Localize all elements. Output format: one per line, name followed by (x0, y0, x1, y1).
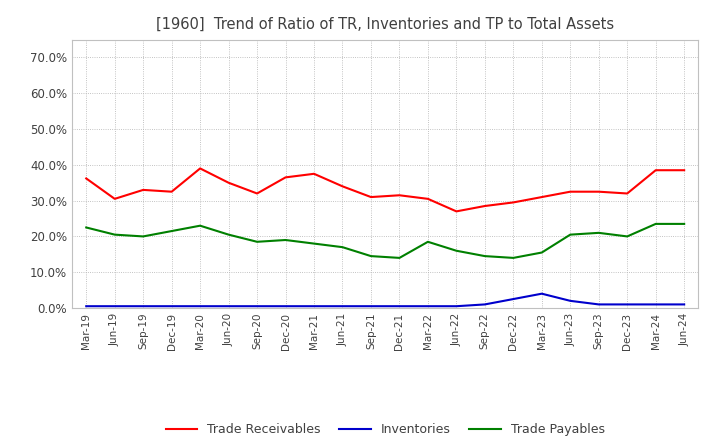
Trade Receivables (652, 168, 660, 173)
Trade Payables (338, 245, 347, 250)
Title: [1960]  Trend of Ratio of TR, Inventories and TP to Total Assets: [1960] Trend of Ratio of TR, Inventories… (156, 16, 614, 32)
Trade Receivables (110, 196, 119, 202)
Trade Payables (566, 232, 575, 237)
Trade Receivables (82, 176, 91, 181)
Trade Receivables (282, 175, 290, 180)
Trade Payables (680, 221, 688, 227)
Inventories (82, 304, 91, 309)
Inventories (595, 302, 603, 307)
Legend: Trade Receivables, Inventories, Trade Payables: Trade Receivables, Inventories, Trade Pa… (161, 418, 610, 440)
Trade Payables (310, 241, 318, 246)
Inventories (167, 304, 176, 309)
Inventories (310, 304, 318, 309)
Trade Receivables (623, 191, 631, 196)
Trade Payables (282, 237, 290, 242)
Trade Receivables (537, 194, 546, 200)
Trade Payables (537, 250, 546, 255)
Line: Inventories: Inventories (86, 293, 684, 306)
Trade Payables (253, 239, 261, 245)
Trade Receivables (452, 209, 461, 214)
Inventories (423, 304, 432, 309)
Inventories (652, 302, 660, 307)
Trade Receivables (366, 194, 375, 200)
Trade Receivables (480, 203, 489, 209)
Line: Trade Payables: Trade Payables (86, 224, 684, 258)
Inventories (139, 304, 148, 309)
Trade Receivables (338, 183, 347, 189)
Trade Payables (480, 253, 489, 259)
Trade Payables (595, 230, 603, 235)
Trade Receivables (395, 193, 404, 198)
Inventories (196, 304, 204, 309)
Trade Receivables (423, 196, 432, 202)
Trade Payables (366, 253, 375, 259)
Trade Receivables (595, 189, 603, 194)
Inventories (480, 302, 489, 307)
Inventories (509, 297, 518, 302)
Trade Receivables (225, 180, 233, 185)
Trade Payables (652, 221, 660, 227)
Trade Receivables (566, 189, 575, 194)
Trade Payables (225, 232, 233, 237)
Inventories (225, 304, 233, 309)
Inventories (366, 304, 375, 309)
Trade Payables (82, 225, 91, 230)
Trade Payables (139, 234, 148, 239)
Trade Payables (509, 255, 518, 260)
Inventories (282, 304, 290, 309)
Inventories (566, 298, 575, 304)
Trade Receivables (509, 200, 518, 205)
Trade Payables (110, 232, 119, 237)
Trade Receivables (167, 189, 176, 194)
Inventories (395, 304, 404, 309)
Trade Receivables (253, 191, 261, 196)
Trade Receivables (680, 168, 688, 173)
Trade Receivables (196, 166, 204, 171)
Line: Trade Receivables: Trade Receivables (86, 169, 684, 211)
Trade Payables (423, 239, 432, 245)
Trade Payables (395, 255, 404, 260)
Trade Receivables (310, 171, 318, 176)
Inventories (623, 302, 631, 307)
Trade Payables (452, 248, 461, 253)
Inventories (537, 291, 546, 296)
Inventories (338, 304, 347, 309)
Trade Payables (167, 228, 176, 234)
Inventories (452, 304, 461, 309)
Inventories (110, 304, 119, 309)
Inventories (253, 304, 261, 309)
Trade Receivables (139, 187, 148, 193)
Inventories (680, 302, 688, 307)
Trade Payables (623, 234, 631, 239)
Trade Payables (196, 223, 204, 228)
